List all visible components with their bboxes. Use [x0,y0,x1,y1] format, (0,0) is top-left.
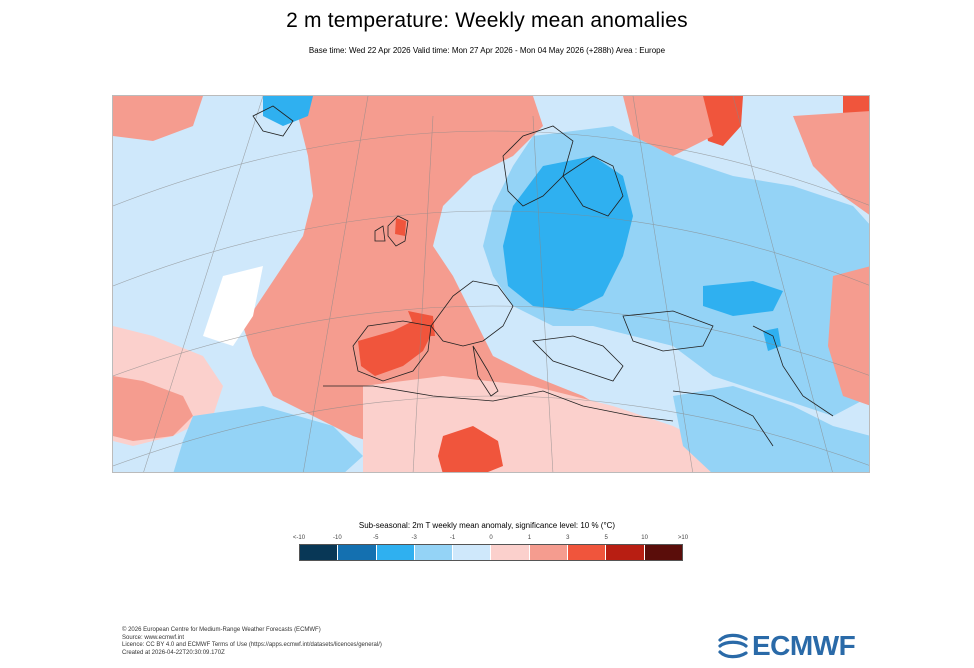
anomaly-map-svg [113,96,869,472]
cold-anomaly-southwest [173,406,363,472]
warm-anomaly-uk [395,218,406,236]
legend-color-cell [338,545,377,560]
legend-tick-label: >10 [677,535,689,541]
legend-tick-label: -5 [373,535,379,541]
ecmwf-logo-icon [718,633,748,659]
warm-anomaly-sahara [438,426,503,472]
legend-color-cell [300,545,339,560]
warm-anomaly-north-strip [623,96,713,156]
warm-anomaly-northwest [113,96,203,141]
ecmwf-logo: ECMWF [716,630,856,662]
legend-tick-label: 0 [489,535,493,541]
footer-line: Source: www.ecmwf.int [122,634,185,641]
cold-anomaly-east [703,281,783,316]
legend-tick-label: 3 [566,535,570,541]
legend-color-cell [414,545,454,560]
warm-anomaly-atlantic [243,96,673,472]
legend-tick-label: -10 [333,535,342,541]
legend-tick-label: <-10 [292,535,306,541]
legend-title: Sub-seasonal: 2m T weekly mean anomaly, … [358,521,616,530]
warm-anomaly-russia-north [703,96,743,146]
legend-color-cell [644,545,682,560]
cold-anomaly-greenland [263,96,313,126]
warm-anomaly-east-edge [828,266,869,406]
neutral-band-atlantic [203,266,263,346]
chart-title: 2 m temperature: Weekly mean anomalies [286,9,688,32]
footer-credits: © 2026 European Centre for Medium-Range … [122,627,382,657]
footer-line: Licence: CC BY 4.0 and ECMWF Terms of Us… [122,642,382,648]
legend-color-cell [606,545,645,560]
legend-color-bar [299,544,683,561]
cold-anomaly-southeast [673,386,869,472]
legend-color-cell [529,545,569,560]
legend-tick-label: 10 [641,535,648,541]
anomaly-map [112,95,870,473]
warm-anomaly-iberia [358,321,433,376]
warm-anomaly-far-east [793,111,869,215]
coastlines [252,105,834,447]
footer-line: © 2026 European Centre for Medium-Range … [122,627,321,633]
legend-tick-label: -3 [411,535,417,541]
legend-tick-label: 5 [604,535,608,541]
legend-tick-label: 1 [527,535,532,541]
warm-anomaly-southwest [113,376,193,441]
legend-ticks: <-10 -10 -5 -3 -1 0 1 3 5 10 >10 [293,535,688,545]
footer-line: Created at 2026-04-22T20:30:09.170Z [122,649,225,656]
legend-color-cell [453,545,492,560]
chart-subtitle: Base time: Wed 22 Apr 2026 Valid time: M… [308,46,666,55]
cold-anomaly-core [503,156,633,311]
legend-color-cell [491,545,530,560]
legend-color-cell [376,545,415,560]
map-graticule [113,96,869,472]
ecmwf-logo-text: ECMWF [752,630,856,661]
legend-color-cell [568,545,607,560]
legend-tick-label: -1 [449,535,456,541]
